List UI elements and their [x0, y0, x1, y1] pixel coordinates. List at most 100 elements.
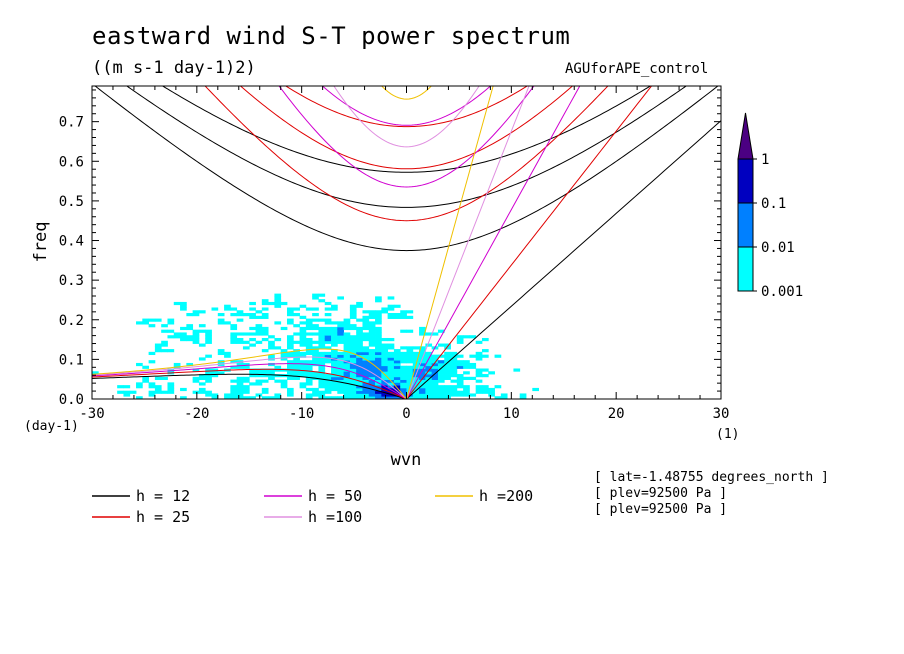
power-cell: [337, 296, 344, 300]
power-cell: [261, 390, 269, 394]
power-cell: [249, 382, 256, 386]
power-cell: [331, 349, 338, 353]
power-cell: [368, 393, 376, 397]
power-cell: [349, 324, 357, 328]
power-cell: [192, 332, 200, 336]
power-cell: [211, 396, 219, 399]
power-cell: [431, 382, 439, 386]
power-cell: [217, 318, 225, 322]
power-cell: [362, 324, 370, 328]
power-cell: [255, 382, 263, 386]
power-cell: [444, 374, 451, 378]
power-cell: [274, 337, 282, 342]
power-cell: [343, 326, 351, 331]
ig-curve-n2-h12: [125, 86, 688, 208]
power-cell: [406, 365, 414, 369]
power-cell: [349, 387, 357, 392]
power-cell: [450, 354, 458, 358]
power-cell: [268, 346, 275, 350]
rossby-curve-h200: [92, 348, 407, 399]
power-cell: [362, 365, 370, 369]
power-cell: [356, 301, 363, 306]
power-cell: [381, 307, 389, 311]
power-cell: [450, 357, 458, 361]
power-cell: [261, 329, 269, 333]
power-cell: [148, 382, 156, 386]
power-cell: [261, 349, 269, 353]
power-cell: [368, 374, 376, 378]
power-cell: [205, 335, 212, 339]
power-cell: [255, 368, 263, 372]
power-cell: [331, 307, 338, 311]
power-cell: [343, 374, 351, 378]
power-cell: [167, 368, 175, 372]
power-cell: [236, 393, 244, 397]
colorbar-label: 0.01: [761, 240, 795, 256]
power-cell: [387, 304, 395, 308]
y-tick-label: 0.1: [59, 352, 84, 368]
power-cell: [305, 376, 313, 380]
power-cell: [337, 360, 344, 364]
power-cell: [400, 313, 407, 317]
power-cell: [343, 340, 351, 344]
power-cell: [362, 315, 370, 319]
power-cell: [425, 343, 433, 347]
power-cell: [236, 376, 244, 380]
power-cell: [444, 354, 451, 358]
power-cell: [375, 385, 382, 389]
power-cell: [425, 396, 433, 399]
power-cell: [400, 385, 407, 389]
power-cell: [387, 315, 395, 319]
power-cell: [362, 360, 370, 364]
power-cell: [318, 340, 326, 344]
power-cell: [299, 335, 307, 339]
power-cell: [337, 387, 344, 392]
power-cell: [425, 351, 433, 356]
power-cell: [274, 299, 282, 303]
power-cell: [475, 368, 483, 372]
power-cell: [381, 346, 389, 350]
power-cell: [148, 393, 156, 397]
power-cell: [406, 368, 414, 372]
power-cell: [318, 374, 326, 378]
power-cell: [419, 326, 426, 331]
power-cell: [324, 340, 332, 344]
power-cell: [205, 390, 212, 394]
power-cell: [236, 390, 244, 394]
power-cell: [469, 354, 477, 358]
power-cell: [324, 374, 332, 378]
power-cell: [349, 374, 357, 378]
power-cell: [381, 337, 389, 342]
power-cell: [318, 332, 326, 336]
power-cell: [154, 343, 162, 347]
power-cell: [463, 371, 470, 375]
power-cell: [261, 307, 269, 311]
power-cell: [205, 368, 212, 372]
power-cell: [230, 326, 238, 331]
power-cell: [343, 379, 351, 383]
power-cell: [406, 379, 414, 383]
power-cell: [236, 313, 244, 317]
power-cell: [349, 343, 357, 347]
power-cell: [393, 374, 401, 378]
colorbar-segment: [737, 158, 754, 204]
power-cell: [343, 335, 351, 339]
power-cell: [362, 387, 370, 392]
power-cell: [412, 368, 420, 372]
power-cell: [211, 371, 219, 375]
power-cell: [268, 396, 275, 399]
kelvin-curve-h100: [406, 86, 530, 399]
power-cell: [274, 368, 282, 372]
power-cell: [286, 335, 294, 339]
power-cell: [318, 393, 326, 397]
power-cell: [375, 368, 382, 372]
power-cell: [312, 387, 319, 392]
power-cell: [324, 376, 332, 380]
power-cell: [261, 374, 269, 378]
power-cell: [356, 371, 363, 375]
power-cell: [387, 365, 395, 369]
power-cell: [437, 343, 445, 347]
power-cell: [299, 332, 307, 336]
info-plev-2: [ plev=92500 Pa ]: [594, 502, 728, 517]
power-cell: [255, 332, 263, 336]
